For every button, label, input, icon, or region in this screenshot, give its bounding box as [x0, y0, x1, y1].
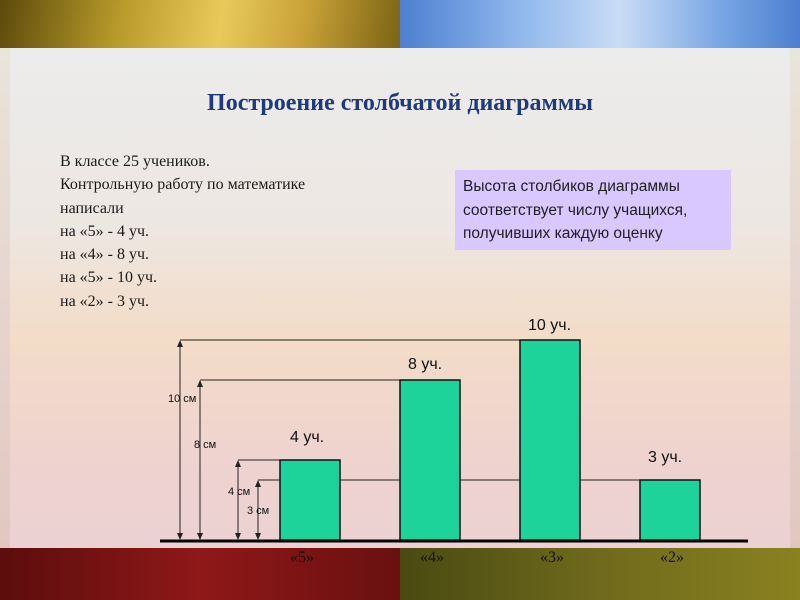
problem-line: на «5» - 10 уч. [60, 269, 158, 287]
problem-line: на «2» - 3 уч. [60, 292, 150, 310]
bar-value-label: 8 уч. [408, 356, 442, 373]
dimension-arrow-down [235, 533, 241, 540]
bar [519, 339, 581, 541]
dimension-arrow-up [177, 340, 183, 347]
background-top-left [0, 0, 400, 48]
slide-title: Построение столбчатой диаграммы [207, 90, 593, 116]
problem-text: В классе 25 учеников. Контрольную работу… [60, 150, 400, 313]
bar [279, 459, 341, 541]
background-left-edge [0, 48, 10, 548]
problem-line: на «5» - 4 уч. [60, 222, 150, 240]
scale-label: 10 см [168, 393, 196, 405]
background-bottom-left [0, 548, 400, 600]
problem-line: на «4» - 8 уч. [60, 246, 150, 264]
problem-line: В классе 25 учеников. [60, 153, 210, 170]
note-box: Высота столбиков диаграммы соответствует… [455, 170, 731, 250]
bar-value-label: 10 уч. [528, 317, 571, 334]
scale-label: 8 см [194, 439, 216, 451]
dimension-arrow-up [255, 480, 261, 487]
background-top-right [400, 0, 800, 48]
dimension-arrow-down [255, 533, 261, 540]
scale-label: 4 см [228, 486, 250, 498]
category-label: «3» [540, 549, 564, 566]
bar-value-label: 4 уч. [290, 429, 324, 446]
dimension-arrow-up [235, 460, 241, 467]
bar-value-label: 3 уч. [648, 449, 682, 466]
dimension-arrow-down [177, 533, 183, 540]
note-line: соответствует числу учащихся, [463, 201, 688, 219]
problem-line: Контрольную работу по математике [60, 176, 306, 194]
category-label: «4» [420, 549, 444, 566]
category-label: «5» [290, 549, 314, 566]
note-line: получивших каждую оценку [463, 225, 663, 242]
note-line: Высота столбиков диаграммы [463, 178, 680, 195]
dimension-arrow-down [197, 533, 203, 540]
problem-line: написали [60, 199, 124, 217]
bar [639, 479, 701, 541]
background-right-edge [790, 48, 800, 548]
category-label: «2» [660, 549, 684, 566]
background-bottom-right [400, 548, 800, 600]
scale-label: 3 см [247, 505, 269, 517]
bar [399, 379, 461, 541]
dimension-arrow-up [197, 380, 203, 387]
